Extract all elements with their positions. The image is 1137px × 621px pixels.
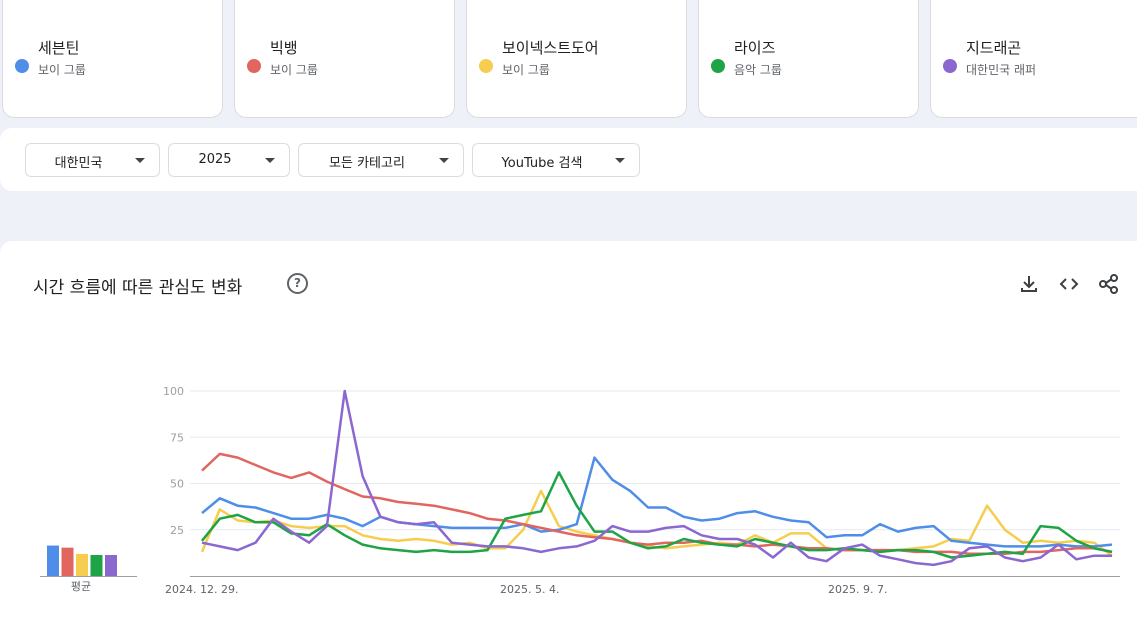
y-tick-label: 100	[163, 385, 184, 398]
average-bar	[105, 555, 117, 576]
download-icon[interactable]	[1018, 273, 1040, 295]
series-line	[200, 489, 1113, 557]
term-name: 지드래곤	[966, 39, 1022, 57]
term-type: 음악 그룹	[734, 63, 782, 77]
term-cards: 세븐틴 보이 그룹 빅뱅 보이 그룹 보이넥스트도어 보이 그룹 라이즈 음악 …	[0, 0, 1137, 120]
x-tick-label: 2025. 5. 4.	[500, 583, 559, 596]
search-type-label: YouTube 검색	[501, 156, 583, 171]
series-color-dot	[15, 59, 29, 73]
term-type: 보이 그룹	[270, 63, 318, 77]
series-color-dot	[479, 59, 493, 73]
caret-down-icon	[439, 158, 449, 163]
share-icon[interactable]	[1098, 273, 1120, 295]
caret-down-icon	[135, 158, 145, 163]
series-color-dot	[943, 59, 957, 73]
term-card-gdragon[interactable]: 지드래곤 대한민국 래퍼	[930, 0, 1137, 118]
category-dropdown[interactable]: 모든 카테고리	[298, 143, 464, 177]
term-card-boynextdoor[interactable]: 보이넥스트도어 보이 그룹	[466, 0, 687, 118]
term-name: 라이즈	[734, 39, 776, 57]
series-color-dot	[711, 59, 725, 73]
x-tick-label: 2025. 9. 7.	[828, 583, 887, 596]
caret-down-icon	[615, 158, 625, 163]
region-label: 대한민국	[54, 156, 103, 171]
series-color-dot	[247, 59, 261, 73]
term-card-seventeen[interactable]: 세븐틴 보이 그룹	[2, 0, 223, 118]
panel-title: 시간 흐름에 따른 관심도 변화	[33, 278, 243, 298]
series-line	[201, 389, 1112, 567]
term-type: 대한민국 래퍼	[966, 63, 1037, 77]
y-tick-label: 50	[170, 478, 184, 491]
term-type: 보이 그룹	[38, 63, 86, 77]
filter-bar: 대한민국 2025 모든 카테고리 YouTube 검색	[0, 128, 1137, 191]
series-line	[201, 471, 1113, 559]
average-bar	[61, 547, 74, 576]
term-name: 빅뱅	[270, 39, 298, 57]
y-tick-label: 25	[170, 524, 184, 537]
category-label: 모든 카테고리	[329, 156, 405, 171]
search-type-dropdown[interactable]: YouTube 검색	[472, 143, 640, 177]
period-label: 2025	[198, 152, 232, 167]
average-label: 평균	[70, 580, 92, 593]
embed-code-icon[interactable]	[1058, 273, 1080, 295]
series-line	[201, 452, 1113, 556]
series-line	[201, 456, 1113, 548]
y-tick-label: 75	[170, 431, 184, 444]
average-bar	[47, 545, 59, 576]
interest-over-time-panel: 시간 흐름에 따른 관심도 변화 ? 평균 100 75 50 25 2024. 12.…	[0, 241, 1137, 621]
average-bar	[90, 555, 103, 576]
average-bar-chart	[40, 545, 137, 577]
term-type: 보이 그룹	[502, 63, 550, 77]
help-circle-icon[interactable]: ?	[287, 273, 308, 294]
x-tick-label: 2024. 12. 29.	[165, 583, 238, 596]
region-dropdown[interactable]: 대한민국	[25, 143, 160, 177]
period-dropdown[interactable]: 2025	[168, 143, 290, 177]
caret-down-icon	[265, 158, 275, 163]
term-card-riize[interactable]: 라이즈 음악 그룹	[698, 0, 919, 118]
average-bar	[76, 553, 88, 576]
term-name: 보이넥스트도어	[502, 39, 599, 57]
term-card-bigbang[interactable]: 빅뱅 보이 그룹	[234, 0, 455, 118]
interest-line-chart: 100 75 50 25 2024. 12. 29. 2025. 5. 4. 2025. 9…	[163, 385, 1120, 596]
term-name: 세븐틴	[38, 39, 80, 57]
